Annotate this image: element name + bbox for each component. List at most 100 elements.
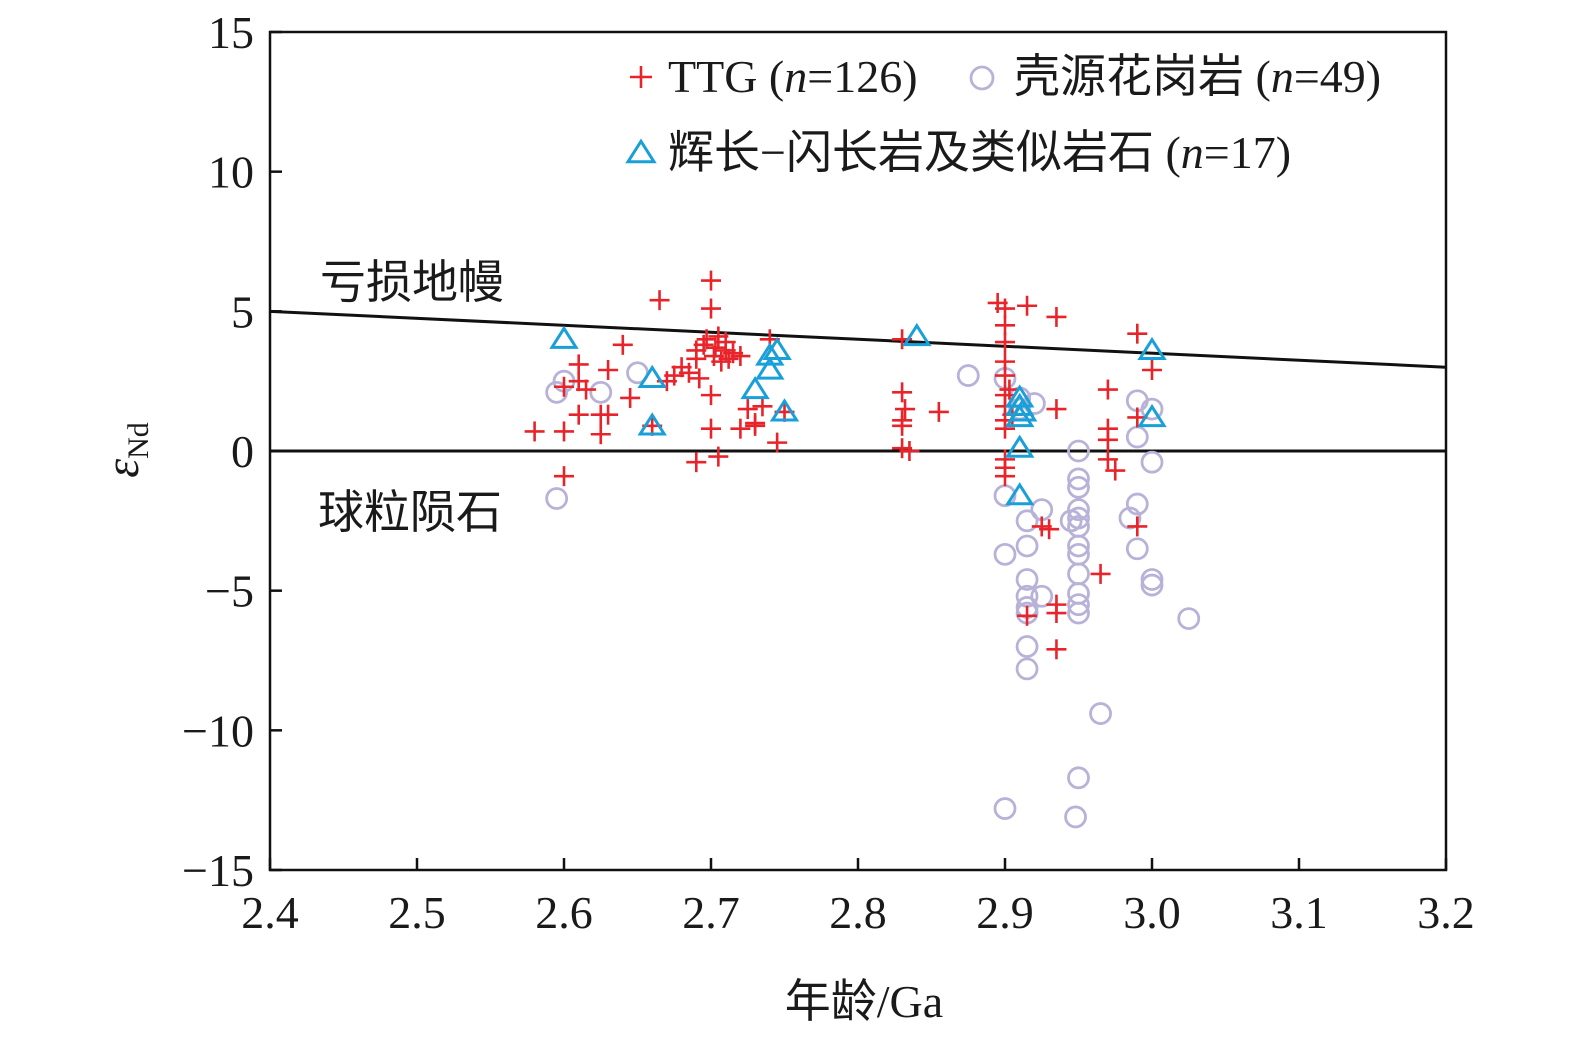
ttg-point <box>737 399 758 420</box>
ttg-point <box>1017 605 1038 626</box>
ttg-point <box>1046 639 1067 660</box>
gabbro-point <box>762 336 792 361</box>
ttg-point <box>892 415 913 436</box>
series-triangle <box>549 322 1167 506</box>
ttg-point <box>745 415 766 436</box>
y-tick-label: 0 <box>231 426 254 477</box>
legend-gabbro-label: 辉长−闪长岩及类似岩石 (n=17) <box>668 127 1291 178</box>
depleted-mantle-line <box>269 309 1447 369</box>
region-label-chondrite: 球粒陨石 <box>318 487 502 538</box>
granite-point <box>1067 534 1090 558</box>
granite-point <box>1015 635 1039 658</box>
granite-point <box>1015 509 1039 533</box>
granite-point <box>545 487 569 510</box>
ttg-point <box>554 376 574 397</box>
gabbro-point <box>755 356 785 380</box>
ttg-point <box>899 441 920 461</box>
ttg-point <box>995 298 1015 319</box>
x-tick-label: 2.6 <box>535 887 593 938</box>
ttg-point <box>598 359 619 380</box>
granite-point <box>993 797 1017 820</box>
y-axis-label-subscript: Nd <box>122 422 155 459</box>
gabbro-point <box>1004 434 1035 458</box>
series-circle <box>545 361 1201 829</box>
ttg-point <box>892 382 913 403</box>
granite-point <box>1125 537 1149 561</box>
ttg-point <box>715 332 736 353</box>
ttg-point <box>752 396 773 417</box>
granite-point <box>1030 584 1054 608</box>
ttg-point <box>598 404 619 425</box>
ttg-point <box>1017 295 1038 316</box>
y-tick-label: −15 <box>182 845 254 896</box>
gabbro-point <box>1007 398 1038 422</box>
ttg-point <box>767 432 788 453</box>
granite-point <box>1089 702 1112 725</box>
ttg-point <box>686 452 707 473</box>
ttg-point <box>995 315 1015 336</box>
x-tick-label: 2.9 <box>976 887 1034 938</box>
legend-ttg-label: TTG (n=126) <box>668 51 918 102</box>
svg-text:εNd: εNd <box>96 422 155 478</box>
gabbro-point <box>637 364 667 388</box>
ttg-point <box>649 290 670 311</box>
ttg-point <box>1097 449 1118 470</box>
ttg-point <box>1046 603 1067 624</box>
y-axis-label: εNd <box>96 422 155 478</box>
ttg-point <box>895 399 916 420</box>
gabbro-point <box>740 375 770 400</box>
granite-point <box>1015 657 1039 681</box>
y-tick-label: 10 <box>208 147 254 198</box>
gabbro-point <box>1137 403 1167 428</box>
granite-point <box>1059 509 1083 533</box>
granite-point <box>1064 805 1087 829</box>
granite-point <box>1140 397 1164 421</box>
x-tick-label: 3.2 <box>1417 887 1475 938</box>
gabbro-point <box>1004 482 1035 506</box>
x-axis-label: 年龄/Ga <box>785 976 943 1027</box>
ttg-point <box>1097 379 1118 400</box>
ttg-point <box>1090 563 1111 584</box>
ttg-point <box>554 466 574 487</box>
granite-point <box>1140 450 1164 474</box>
ttg-point <box>1127 516 1148 537</box>
ttg-point <box>576 379 597 400</box>
axes: 2.4 2.5 2.6 2.7 2.8 2.9 3.0 3.1 3.2 15 10 5 0 −5 −10 −1… <box>182 7 1475 938</box>
granite-point <box>1118 506 1142 530</box>
granite-point <box>1067 439 1090 463</box>
granite-point <box>993 542 1017 566</box>
ttg-point <box>524 421 545 442</box>
ttg-point <box>995 466 1015 487</box>
legend-ttg-marker <box>630 66 652 88</box>
ttg-point <box>730 418 751 439</box>
granite-point <box>1067 467 1090 491</box>
granite-point <box>1140 568 1164 591</box>
ttg-point <box>620 387 641 408</box>
granite-point <box>1140 573 1164 597</box>
y-axis-label-symbol: ε <box>96 459 149 478</box>
ttg-point <box>995 332 1015 353</box>
ttg-point <box>554 421 574 442</box>
x-tick-label: 2.4 <box>241 887 299 938</box>
granite-point <box>545 380 569 404</box>
granite-point <box>1125 425 1149 449</box>
ttg-point <box>612 334 633 355</box>
ttg-point <box>568 404 589 425</box>
gabbro-point <box>769 398 800 422</box>
gabbro-point <box>755 342 785 366</box>
gabbro-point <box>1137 336 1167 361</box>
ttg-point <box>696 329 717 350</box>
ttg-point <box>678 362 699 383</box>
x-tick-label: 2.7 <box>682 887 740 938</box>
ttg-point <box>928 401 949 422</box>
granite-point <box>1015 534 1039 558</box>
y-tick-label: 15 <box>208 7 254 58</box>
ttg-point <box>1046 306 1067 327</box>
ttg-point <box>1127 323 1148 344</box>
granite-point <box>1067 475 1090 499</box>
plot-area <box>269 270 1447 829</box>
y-tick-label: −10 <box>182 705 254 756</box>
x-tick-label: 3.1 <box>1270 887 1328 938</box>
gabbro-point <box>637 412 667 436</box>
